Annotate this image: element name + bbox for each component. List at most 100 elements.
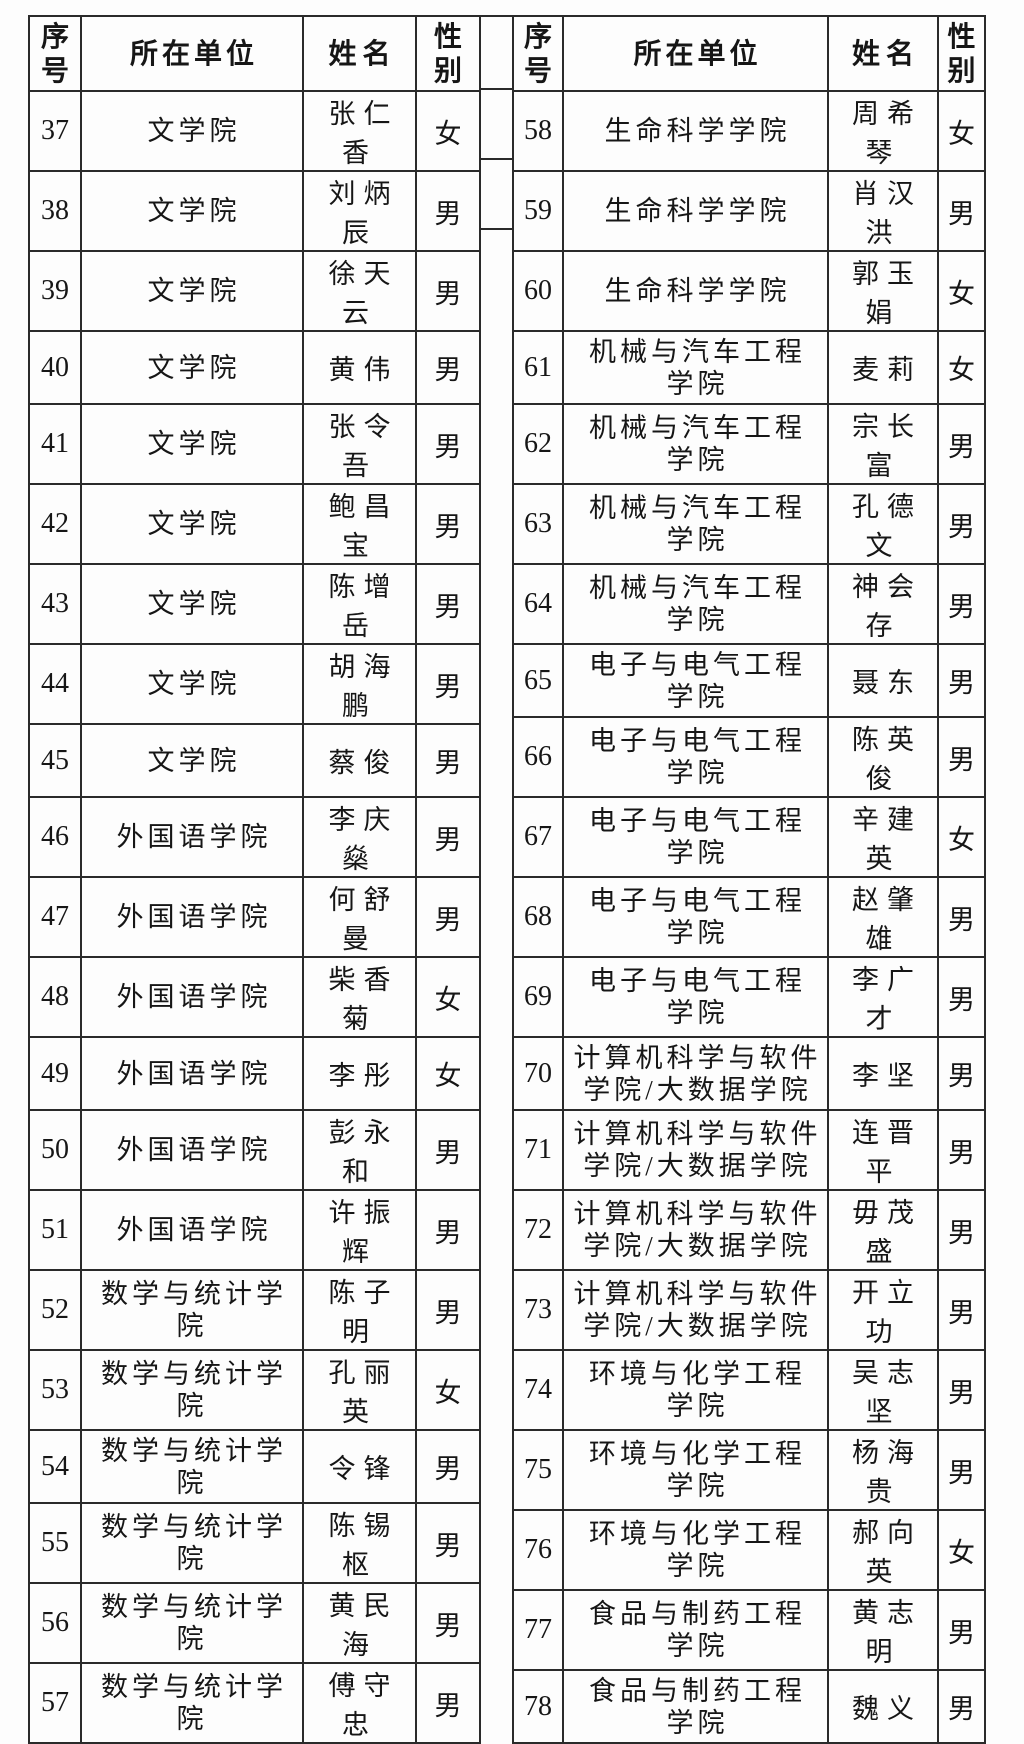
unit-line: 数学与统计学院 <box>101 1672 287 1734</box>
header-index: 序 号 <box>512 15 564 92</box>
cell-unit: 食品与制药工程 学院 <box>562 1589 829 1671</box>
cell-name: 开立功 <box>827 1269 939 1351</box>
header-index-line: 号 <box>523 54 552 86</box>
cell-unit: 文学院 <box>80 723 304 798</box>
cell-index: 49 <box>28 1036 82 1111</box>
cell-name: 肖汉洪 <box>827 170 939 252</box>
cell-name: 胡海鹏 <box>302 643 417 725</box>
cell-name: 黄伟 <box>302 330 417 405</box>
cell-gender: 男 <box>937 1429 986 1511</box>
table-row: 48 外国语学院 柴香菊女 <box>28 956 481 1038</box>
cell-name: 何舒曼 <box>302 876 417 958</box>
gap-cell <box>481 90 512 160</box>
unit-line: 文学院 <box>147 116 241 146</box>
cell-index: 64 <box>512 563 564 645</box>
header-gender-line: 别 <box>433 54 462 86</box>
unit-line: 数学与统计学院 <box>101 1435 287 1498</box>
cell-index: 46 <box>28 796 82 878</box>
unit-line: 学院 <box>666 758 729 788</box>
cell-index: 65 <box>512 643 564 718</box>
cell-index: 67 <box>512 796 564 878</box>
cell-index: 59 <box>512 170 564 252</box>
cell-gender: 男 <box>937 563 986 645</box>
cell-gender: 男 <box>937 403 986 485</box>
cell-gender: 女 <box>937 1509 986 1591</box>
cell-unit: 文学院 <box>80 563 304 645</box>
cell-unit: 数学与统计学院 <box>80 1349 304 1431</box>
unit-line: 学院 <box>666 1631 729 1661</box>
cell-name: 陈子明 <box>302 1269 417 1351</box>
unit-line: 外国语学院 <box>116 902 272 932</box>
table-row: 69 电子与电气工程 学院 李广才男 <box>512 956 986 1038</box>
unit-line: 学院 <box>666 1391 729 1421</box>
cell-index: 48 <box>28 956 82 1038</box>
cell-index: 77 <box>512 1589 564 1671</box>
cell-name: 杨海贵 <box>827 1429 939 1511</box>
table-row: 65 电子与电气工程 学院 聂东男 <box>512 643 986 718</box>
table-row: 76 环境与化学工程 学院 郝向英女 <box>512 1509 986 1591</box>
unit-line: 数学与统计学院 <box>101 1512 287 1574</box>
table-row: 37 文学院 张仁香女 <box>28 90 481 172</box>
cell-unit: 数学与统计学院 <box>80 1582 304 1664</box>
cell-name: 孔德文 <box>827 483 939 565</box>
unit-line: 生命科学学院 <box>604 276 791 306</box>
table-row: 42 文学院 鲍昌宝男 <box>28 483 481 565</box>
table-row: 41 文学院 张令吾男 <box>28 403 481 485</box>
unit-line: 学院 <box>666 605 729 635</box>
cell-index: 71 <box>512 1109 564 1191</box>
cell-unit: 数学与统计学院 <box>80 1662 304 1744</box>
table-row: 68 电子与电气工程 学院 赵肇雄男 <box>512 876 986 958</box>
unit-line: 数学与统计学院 <box>101 1592 287 1654</box>
cell-name: 傅守忠 <box>302 1662 417 1744</box>
cell-index: 42 <box>28 483 82 565</box>
table-row: 77 食品与制药工程 学院 黄志明男 <box>512 1589 986 1671</box>
cell-index: 73 <box>512 1269 564 1351</box>
unit-line: 机械与汽车工程 <box>589 413 806 443</box>
cell-unit: 文学院 <box>80 330 304 405</box>
header-name: 姓名 <box>302 15 417 92</box>
cell-gender: 男 <box>415 250 481 332</box>
cell-gender: 男 <box>415 563 481 645</box>
unit-line: 电子与电气工程 <box>589 886 806 916</box>
header-gender-line: 性 <box>947 20 976 52</box>
unit-line: 电子与电气工程 <box>589 966 806 996</box>
cell-unit: 电子与电气工程 学院 <box>562 796 829 878</box>
unit-line: 机械与汽车工程 <box>589 573 806 603</box>
cell-name: 吴志坚 <box>827 1349 939 1431</box>
cell-index: 62 <box>512 403 564 485</box>
table-row: 70 计算机科学与软件 学院/大数据学院 李坚男 <box>512 1036 986 1111</box>
cell-unit: 文学院 <box>80 403 304 485</box>
cell-index: 57 <box>28 1662 82 1744</box>
unit-line: 外国语学院 <box>116 822 272 852</box>
cell-unit: 计算机科学与软件 学院/大数据学院 <box>562 1269 829 1351</box>
table-row: 38 文学院 刘炳辰男 <box>28 170 481 252</box>
cell-gender: 男 <box>415 796 481 878</box>
cell-name: 刘炳辰 <box>302 170 417 252</box>
table-row: 62 机械与汽车工程 学院 宗长富男 <box>512 403 986 485</box>
unit-line: 学院 <box>666 838 729 868</box>
cell-index: 39 <box>28 250 82 332</box>
unit-line: 学院 <box>666 525 729 555</box>
cell-gender: 男 <box>415 1189 481 1271</box>
header-gender: 性 别 <box>415 15 481 92</box>
unit-line: 学院 <box>666 1551 729 1581</box>
cell-gender: 女 <box>415 1349 481 1431</box>
cell-gender: 男 <box>937 170 986 252</box>
cell-name: 郝向英 <box>827 1509 939 1591</box>
table-row: 74 环境与化学工程 学院 吴志坚男 <box>512 1349 986 1431</box>
header-index: 序 号 <box>28 15 82 92</box>
unit-line: 学院 <box>666 681 729 712</box>
table-row: 67 电子与电气工程 学院 辛建英女 <box>512 796 986 878</box>
cell-unit: 外国语学院 <box>80 1036 304 1111</box>
cell-gender: 男 <box>415 1109 481 1191</box>
cell-index: 44 <box>28 643 82 725</box>
cell-unit: 环境与化学工程 学院 <box>562 1509 829 1591</box>
roster-table-left: 序 号 所在单位 姓名 性 别 37 文学院 张仁香女 38 文学院 刘炳辰男 39 文学院徐… <box>28 15 481 1744</box>
cell-unit: 外国语学院 <box>80 876 304 958</box>
cell-unit: 机械与汽车工程 学院 <box>562 330 829 405</box>
header-index-line: 序 <box>40 20 69 52</box>
cell-name: 神会存 <box>827 563 939 645</box>
cell-name: 连晋平 <box>827 1109 939 1191</box>
cell-unit: 数学与统计学院 <box>80 1269 304 1351</box>
cell-unit: 数学与统计学院 <box>80 1502 304 1584</box>
